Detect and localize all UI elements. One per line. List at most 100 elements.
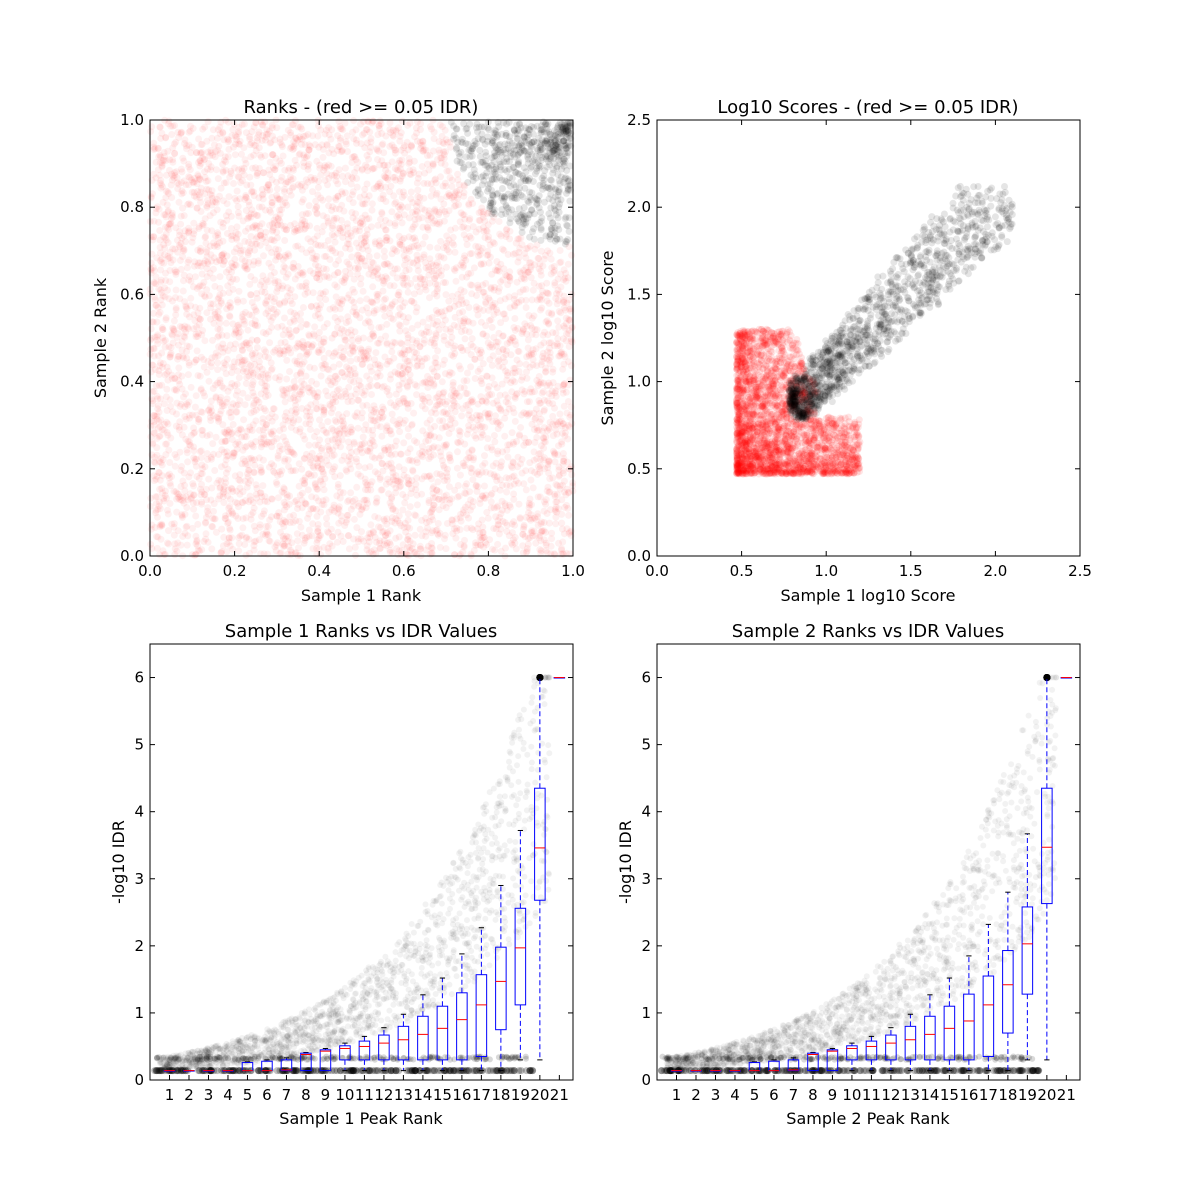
scatter-point-red [187,149,195,157]
scatter-point-red [209,274,217,282]
scatter-point-red [418,532,426,540]
scatter-point-red [335,392,343,400]
scatter-point-red [532,539,540,547]
scatter-point-red [337,134,344,142]
scatter-point-red [265,244,273,252]
scatter-point-red [442,148,449,156]
scatter-point-red [240,416,248,424]
scatter-point-red [198,290,206,298]
scatter-point-red [482,227,490,235]
scatter-point-red [503,225,511,233]
scatter-point-red [404,449,412,457]
scatter-point-red [194,542,202,550]
scatter-point-red [270,405,278,413]
scatter-point-red [283,491,291,499]
scatter-point-red [347,392,355,400]
scatter-point-red [487,341,495,349]
scatter-point-red [207,149,215,157]
scatter-point-red [305,526,313,534]
scatter-point-red [340,430,348,438]
scatter-point-red [461,482,469,490]
scatter-point-red [302,500,310,508]
scatter-point-red [435,252,442,260]
scatter-point-red [379,287,387,295]
scatter-point-red [443,138,451,146]
scatter-point-red [385,450,393,458]
scatter-point-red [348,173,356,181]
scatter-point-red [488,361,496,369]
scatter-point-red [276,211,284,218]
chart-title: Ranks - (red >= 0.05 IDR) [244,97,479,118]
scatter-point-red [453,527,461,535]
scatter-point-red [194,372,202,379]
scatter-point-red [178,187,186,195]
scatter-point-red [511,364,519,372]
scatter-point-red [172,286,180,294]
scatter-point-red [514,453,522,461]
scatter-point-red [262,387,270,395]
scatter-point-red [363,163,371,171]
scatter-point-red [286,187,294,195]
scatter-point-red [387,459,395,467]
scatter-point-red [488,391,496,398]
scatter-point-red [494,309,502,316]
scatter-point-red [442,504,450,512]
scatter-point-red [434,478,442,486]
scatter-point-red [357,280,365,288]
scatter-point-red [147,325,155,333]
scatter-point-red [367,548,375,555]
scatter-point-red [445,248,453,256]
scatter-point-red [421,206,429,214]
scatter-point-red [456,218,464,226]
scatter-point-red [213,206,221,214]
scatter-point-red [330,363,337,371]
scatter-point-red [238,460,246,468]
scatter-point-red [162,269,169,277]
scatter-point-red [203,185,211,193]
scatter-point-red [256,523,264,531]
scatter-point-red [363,195,371,203]
scatter-point-red [535,373,543,380]
scatter-point-red [207,403,215,411]
scatter-point-red [416,126,424,134]
scatter-point-red [197,454,205,461]
scatter-point-red [426,398,434,406]
scatter-point-red [200,538,208,545]
scatter-point-red [346,350,354,357]
scatter-point-red [483,251,491,259]
scatter-point-red [323,365,331,373]
scatter-point-red [565,511,573,519]
scatter-point-red [226,426,233,434]
scatter-point-red [473,487,481,495]
scatter-point-red [319,153,327,161]
scatter-point-red [413,391,421,399]
scatter-point-red [295,517,303,525]
scatter-point-red [383,422,391,430]
scatter-point-red [350,153,358,160]
scatter-point-red [350,135,358,143]
scatter-point-red [277,528,284,536]
scatter-point-red [551,451,559,459]
scatter-point-red [274,214,282,222]
scatter-point-red [449,379,457,386]
scatter-point-red [286,368,293,375]
scatter-point-red [194,520,202,528]
scatter-point-red [506,235,514,243]
scatter-point-red [336,225,344,232]
scatter-point-red [554,342,561,350]
scatter-point-red [537,306,544,314]
scatter-point-red [267,430,275,438]
scatter-point-red [414,262,422,269]
scatter-point-red [419,427,427,435]
scatter-point-red [493,342,500,350]
scatter-point-red [352,126,360,134]
scatter-point-red [486,343,494,351]
scatter-point-red [279,256,287,264]
scatter-point-red [460,261,467,269]
scatter-point-red [164,420,172,428]
scatter-point-red [449,397,457,405]
scatter-point-red [457,517,465,525]
scatter-point-red [219,348,227,356]
scatter-point-red [395,232,403,240]
